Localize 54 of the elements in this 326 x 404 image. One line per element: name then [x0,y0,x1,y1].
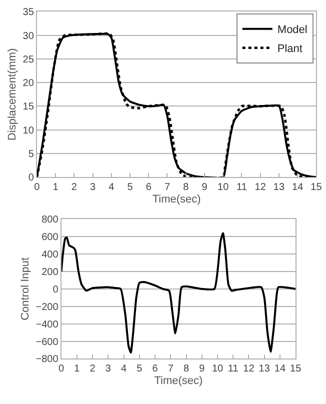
line-series [61,232,296,354]
legend-label: Plant [277,43,302,56]
x-tick-label: 11 [228,364,239,375]
x-tick-label: 7 [168,364,174,375]
y-tick-label: −800 [36,354,59,366]
x-tick-label: 9 [199,364,206,375]
x-tick-label: 10 [212,364,224,375]
y-tick-label: 20 [22,78,34,90]
x-tick-label: 10 [218,182,230,194]
x-tick-label: 9 [202,182,208,194]
y-tick-label: −400 [36,319,59,330]
x-tick-label: 13 [258,364,270,375]
x-tick-label: 3 [90,182,96,194]
x-tick-label: 4 [121,364,128,375]
y-tick-label: 15 [22,102,34,113]
y-tick-label: 35 [22,7,34,18]
x-tick-label: 6 [146,182,152,194]
x-tick-label: 2 [90,364,96,375]
x-tick-label: 11 [236,182,248,194]
x-tick-label: 5 [136,364,143,375]
y-tick-label: −600 [36,336,59,348]
y-tick-label: 400 [42,250,59,261]
x-tick-label: 15 [290,364,302,375]
x-tick-label: 4 [108,182,115,194]
y-tick-label: 25 [22,54,34,66]
x-tick-label: 1 [74,364,80,375]
x-tick-label: 6 [152,364,158,375]
x-axis-title: Time(sec) [154,374,203,387]
y-tick-label: 5 [28,149,34,160]
y-tick-label: −200 [36,302,59,313]
x-tick-label: 8 [183,182,190,194]
x-tick-label: 7 [164,182,170,194]
y-tick-label: 30 [22,30,34,42]
x-tick-label: 3 [105,364,112,375]
y-tick-label: 800 [42,214,59,226]
x-tick-label: 12 [243,364,255,375]
y-tick-label: 10 [22,125,34,136]
y-tick-label: 600 [42,232,59,244]
x-tick-label: 8 [183,364,190,375]
y-tick-label: 200 [42,267,59,278]
x-tick-label: 14 [292,182,304,194]
x-tick-label: 13 [273,182,285,194]
x-tick-label: 14 [274,364,286,375]
x-tick-label: 2 [71,182,78,194]
y-axis-title: Control Input [19,257,32,320]
x-tick-label: 5 [127,182,134,194]
x-tick-label: 1 [52,182,59,194]
y-axis-title: Displacement(mm) [6,48,18,141]
legend-label: Model [277,24,308,36]
x-tick-label: 12 [254,182,266,194]
x-axis-title: Time(sec) [152,193,201,206]
y-tick-label: 0 [28,172,34,184]
y-tick-label: 0 [52,284,59,296]
x-tick-label: 15 [310,182,322,194]
